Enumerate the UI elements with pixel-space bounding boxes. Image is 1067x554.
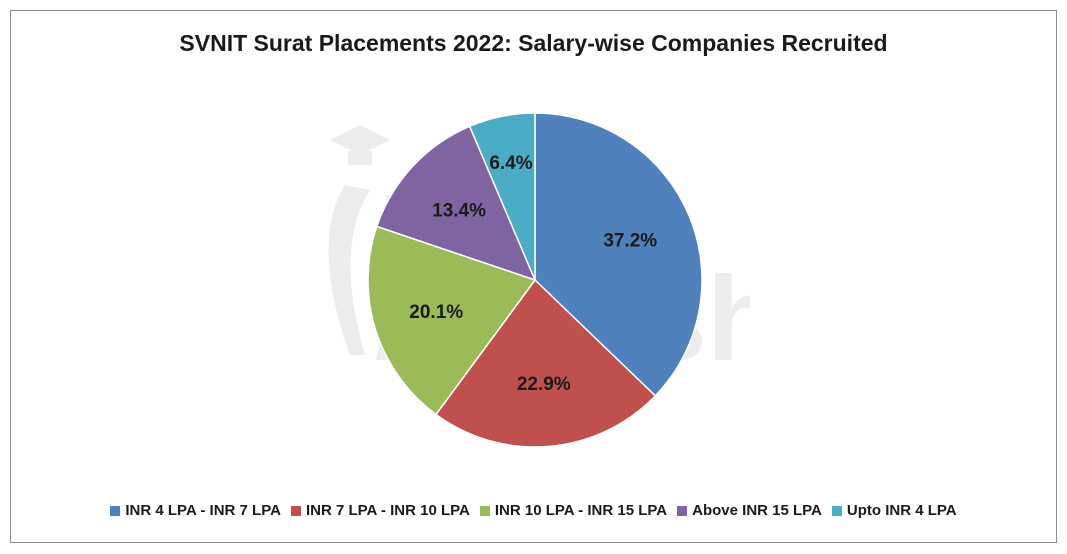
legend-label: INR 7 LPA - INR 10 LPA — [305, 502, 470, 519]
pie-slice-labels: 37.2% 22.9% 20.1% 13.4% 6.4% — [409, 153, 657, 395]
legend-label: Upto INR 4 LPA — [846, 502, 957, 519]
legend-swatch — [677, 505, 688, 516]
legend-label: INR 10 LPA - INR 15 LPA — [494, 502, 668, 519]
legend-swatch — [290, 505, 301, 516]
pie-slice-2 — [434, 278, 657, 448]
pie-slice-3 — [367, 225, 537, 416]
legend-swatch — [831, 505, 842, 516]
pie-slice-5 — [468, 112, 536, 281]
legend-item-4: Above INR 15 LPA — [677, 502, 822, 519]
legend: INR 4 LPA - INR 7 LPA INR 7 LPA - INR 10 … — [0, 502, 1067, 519]
legend-item-3: INR 10 LPA - INR 15 LPA — [479, 502, 668, 519]
slice-data-label-4: 13.4% — [432, 201, 486, 222]
legend-label: INR 4 LPA - INR 7 LPA — [125, 502, 281, 519]
legend-item-2: INR 7 LPA - INR 10 LPA — [290, 502, 470, 519]
chart-title: SVNIT Surat Placements 2022: Salary-wise… — [179, 30, 888, 56]
slice-data-label-1: 37.2% — [603, 230, 657, 251]
slice-data-label-2: 22.9% — [517, 374, 571, 395]
legend-swatch — [479, 505, 490, 516]
legend-label: Above INR 15 LPA — [692, 502, 822, 519]
legend-item-5: Upto INR 4 LPA — [831, 502, 957, 519]
slice-data-label-5: 6.4% — [489, 153, 532, 174]
pie-slice-1 — [534, 112, 703, 397]
pie-slice-4 — [375, 125, 537, 282]
slice-data-label-3: 20.1% — [409, 302, 463, 323]
pie-slices — [367, 112, 703, 448]
legend-swatch — [110, 505, 121, 516]
legend-item-1: INR 4 LPA - INR 7 LPA — [110, 502, 281, 519]
